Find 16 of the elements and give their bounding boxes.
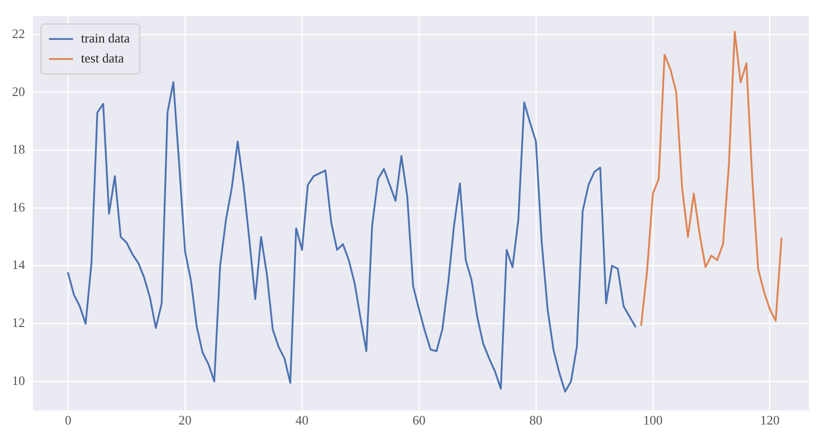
x-tick-label: 100 (643, 412, 663, 428)
x-tick-label: 60 (412, 412, 426, 428)
x-tick-label: 80 (529, 412, 542, 428)
y-tick-label: 14 (12, 257, 26, 272)
x-tick-label: 40 (296, 412, 308, 428)
y-tick-label: 22 (12, 26, 25, 41)
legend-label: train data (81, 30, 130, 46)
legend-label: test data (81, 50, 124, 66)
y-tick-label: 20 (12, 84, 25, 99)
x-tick-label: 120 (760, 412, 780, 428)
y-tick-label: 18 (12, 142, 25, 157)
y-tick-label: 16 (12, 199, 26, 214)
y-tick-label: 10 (12, 372, 25, 388)
x-tick-label: 0 (64, 412, 72, 428)
y-tick-label: 12 (12, 315, 25, 330)
x-tick-label: 20 (178, 412, 192, 428)
